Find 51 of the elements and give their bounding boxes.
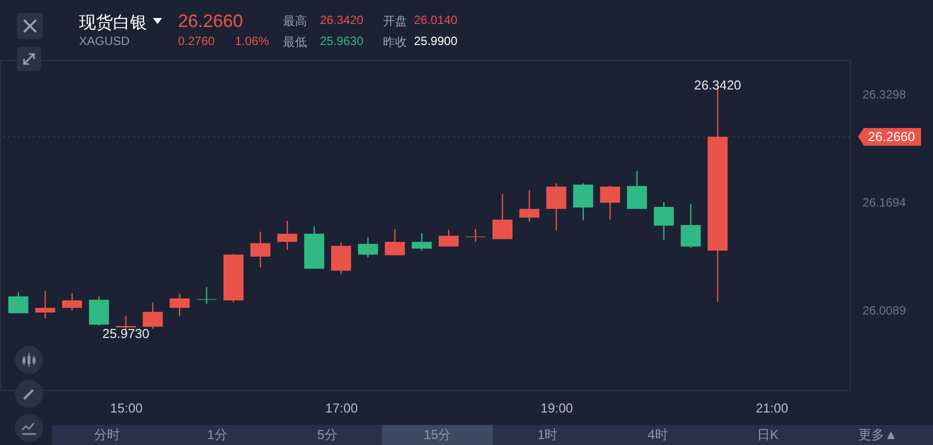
- text: 1.06%: [235, 34, 270, 48]
- candlestick: [35, 290, 56, 320]
- candlestick: [573, 182, 594, 221]
- annotation: 26.3420: [694, 78, 742, 93]
- candlestick: [358, 236, 378, 258]
- candlestick: [600, 185, 620, 220]
- candlestick: [626, 170, 647, 210]
- text: 26.3420: [320, 13, 364, 27]
- text: 25.9900: [414, 34, 458, 48]
- x-tick-label: 19:00: [540, 400, 574, 416]
- candlestick: [492, 193, 512, 240]
- text: 1分: [206, 426, 228, 444]
- text: 5分: [316, 426, 338, 444]
- candlestick: [654, 202, 674, 240]
- candlestick: [438, 229, 459, 248]
- text: 分时: [93, 426, 122, 444]
- candlestick: [412, 232, 432, 252]
- candlestick: [250, 231, 270, 268]
- text: 最低: [283, 34, 307, 51]
- text: 日K: [756, 426, 780, 444]
- text: 4时: [646, 426, 669, 444]
- text: 1时: [536, 426, 559, 444]
- text: 0.2760: [178, 34, 215, 48]
- chart-subtitle: XAGUSD: [79, 34, 130, 48]
- x-tick-label: 15:00: [110, 400, 143, 416]
- text: 昨收: [383, 34, 407, 51]
- text: 26.2660: [178, 11, 244, 32]
- chart-title: 现货白银: [79, 12, 147, 34]
- text: 更多▲: [858, 426, 898, 444]
- text: 开盘: [383, 13, 407, 30]
- candlestick: [62, 292, 82, 312]
- candlestick: [519, 189, 540, 222]
- candlestick: [196, 286, 217, 304]
- ref-line-label: 26.2660: [858, 128, 921, 146]
- text: 最高: [283, 13, 307, 30]
- x-tick-label: 21:00: [756, 400, 788, 416]
- candlestick: [170, 293, 190, 317]
- candlestick: [277, 220, 298, 251]
- candlestick: [8, 292, 28, 314]
- annotation: 25.9730: [102, 326, 150, 342]
- text: 26.0140: [414, 13, 458, 27]
- candlestick: [546, 182, 566, 231]
- candlestick: [680, 204, 701, 248]
- text: 25.9630: [320, 34, 364, 48]
- y-tick-label: 26.0089: [862, 303, 906, 318]
- y-tick-label: 26.1694: [862, 195, 906, 210]
- candlestick: [142, 302, 163, 330]
- text: 15分: [382, 425, 492, 445]
- y-tick-label: 26.3298: [862, 87, 906, 102]
- x-tick-label: 17:00: [325, 400, 358, 416]
- candlestick: [384, 228, 405, 256]
